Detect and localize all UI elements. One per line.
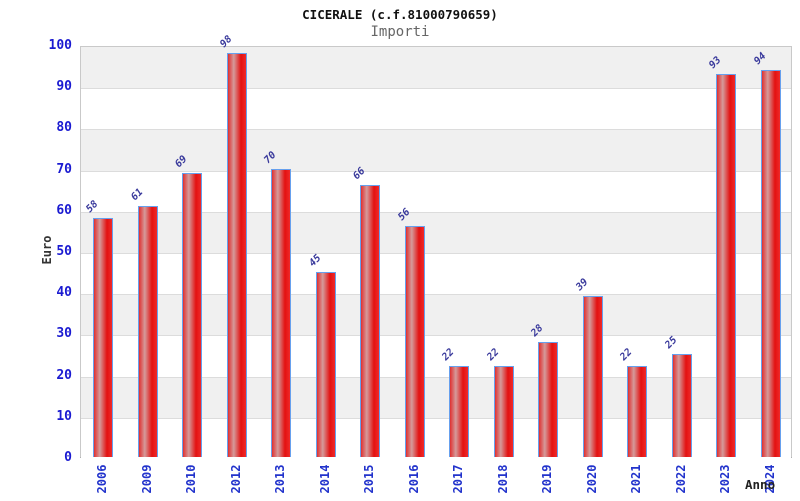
x-tick-label: 2010: [184, 464, 199, 494]
x-tick-label: 2022: [673, 464, 688, 494]
plot-band: [81, 47, 791, 89]
y-tick-label: 20: [56, 367, 72, 383]
y-tick-label: 60: [56, 202, 72, 218]
bar-2018: [493, 366, 514, 457]
bar-2023: [716, 73, 737, 457]
y-tick-label: 70: [56, 161, 72, 177]
bar-2024: [760, 69, 781, 457]
bar-2009: [137, 205, 158, 457]
bar-2021: [627, 366, 648, 457]
x-tick-label: 2019: [540, 464, 555, 494]
x-tick-label: 2017: [451, 464, 466, 494]
bar-2022: [671, 354, 692, 457]
x-tick-label: 2009: [139, 464, 154, 494]
plot-area: 58 61 69 98 70 45 66 56 22 22 28 39 22 25 93 94: [80, 34, 792, 459]
chart-subtitle: Importi: [370, 24, 430, 40]
chart-title: CICERALE (c.f.81000790659): [302, 7, 498, 22]
x-tick-label: 2023: [718, 464, 733, 494]
y-tick-label: 80: [56, 120, 72, 136]
plot-band: [81, 129, 791, 171]
x-tick-label: 2006: [95, 464, 110, 494]
x-tick-label: 2012: [228, 464, 243, 494]
x-tick-label: 2016: [406, 464, 421, 494]
x-tick-label: 2014: [317, 464, 332, 494]
x-tick-label: 2021: [629, 464, 644, 494]
plot-band: [81, 88, 791, 130]
x-tick-label: 2015: [362, 464, 377, 494]
y-tick-label: 40: [56, 285, 72, 301]
bar-2016: [404, 226, 425, 457]
y-tick-label: 90: [56, 79, 72, 95]
bar-2015: [360, 185, 381, 457]
y-tick-label: 50: [56, 244, 72, 259]
bar-2020: [582, 296, 603, 457]
bar-2014: [315, 271, 336, 457]
y-tick-label: 30: [56, 326, 72, 342]
bar-2010: [182, 172, 203, 457]
x-tick-label: 2013: [273, 464, 288, 494]
y-tick-label: 100: [48, 38, 72, 53]
bar-2019: [538, 341, 559, 457]
y-tick-label: 10: [56, 408, 72, 424]
x-axis-title: Anno: [745, 477, 776, 492]
y-tick-label: 0: [64, 450, 72, 465]
x-tick-label: 2018: [495, 464, 510, 494]
bar-2006: [93, 218, 114, 457]
bar-2017: [449, 366, 470, 457]
bar-2012: [226, 53, 247, 457]
bar-2013: [271, 168, 292, 457]
x-tick-label: 2020: [584, 464, 599, 494]
